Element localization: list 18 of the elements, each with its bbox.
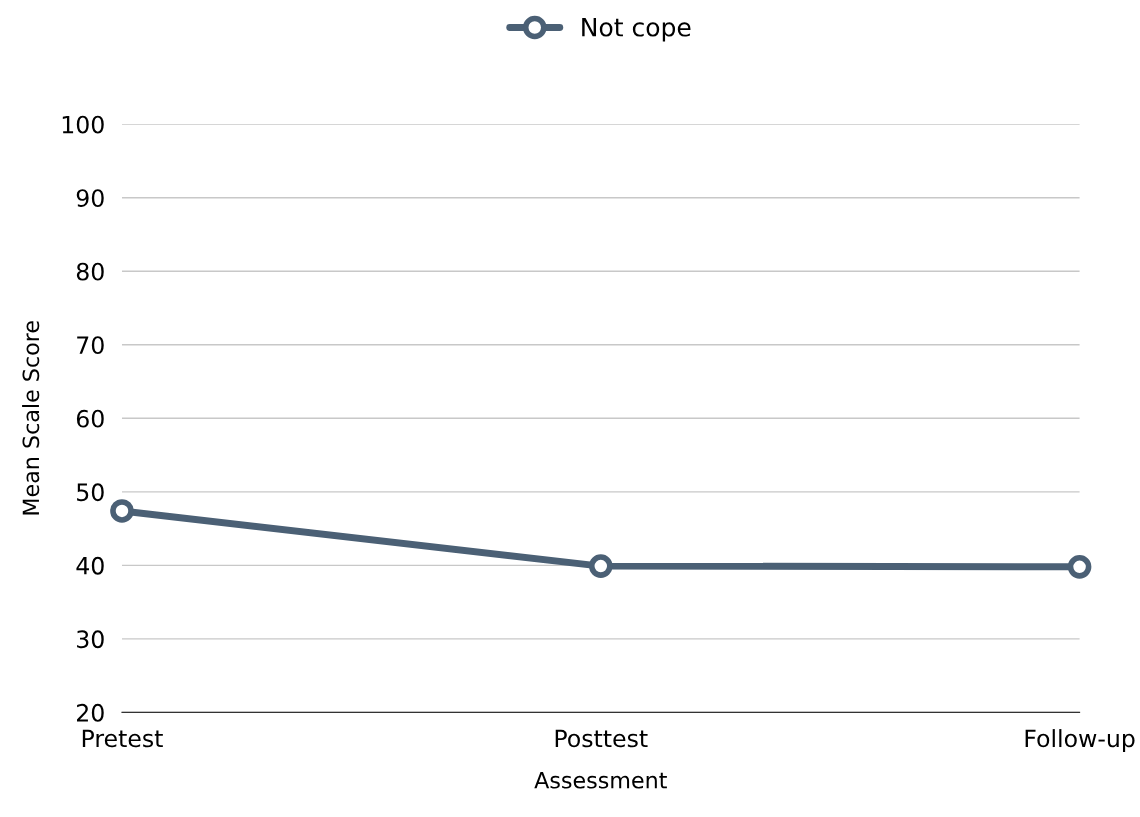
- y-tick-label: 60: [76, 409, 104, 428]
- legend-label: Not cope: [582, 18, 691, 42]
- y-tick-label: 50: [77, 483, 104, 502]
- y-tick-label: 30: [77, 630, 104, 649]
- y-tick-label: 20: [77, 703, 104, 722]
- point: [588, 554, 613, 578]
- y-tick-label: 40: [76, 556, 104, 575]
- y-tick-label: 90: [76, 189, 104, 208]
- y-tick-label: 80: [76, 262, 104, 281]
- point: [1067, 555, 1092, 579]
- y-axis-title: Mean Scale Score: [22, 321, 40, 515]
- x-tick-label: Pretest: [82, 729, 163, 748]
- x-axis-title: Assessment: [534, 772, 667, 789]
- x-tick-label: Posttest: [555, 729, 648, 748]
- point: [110, 499, 134, 523]
- x-tick-label: Follow-up: [1025, 729, 1135, 752]
- y-tick-label: 100: [62, 115, 104, 134]
- y-tick-label: 70: [77, 336, 104, 355]
